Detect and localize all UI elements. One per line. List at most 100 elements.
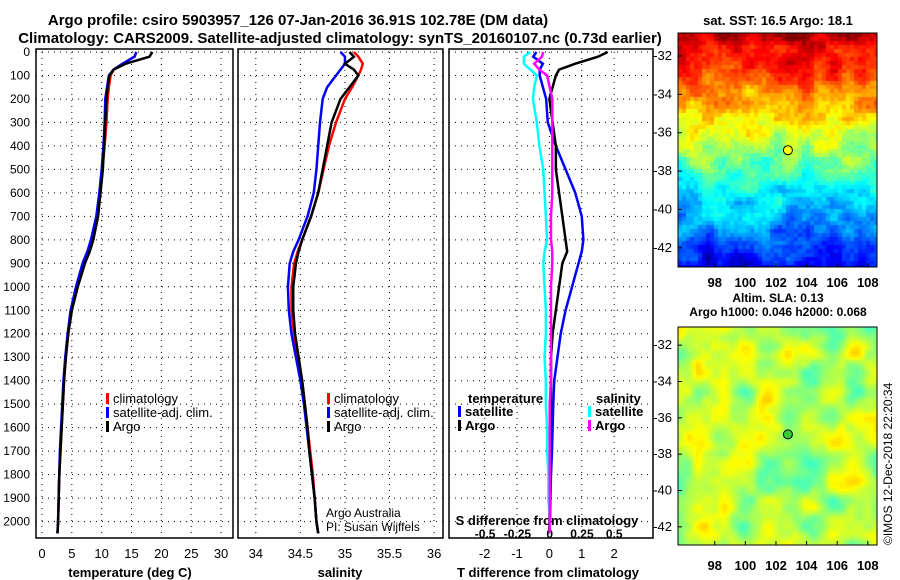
- map-x-tick-label: 98: [708, 275, 722, 290]
- y-tick-label: 900: [10, 256, 30, 270]
- x-tick-label: 0: [546, 546, 553, 561]
- map-frame: [677, 326, 878, 546]
- legend-label: Argo: [595, 418, 625, 433]
- y-tick-label: 1900: [3, 491, 30, 505]
- legend-label: satellite: [595, 404, 643, 419]
- legend-label: Argo: [334, 419, 361, 434]
- s-tick-label: -0.5: [475, 527, 496, 541]
- y-tick-label: 200: [10, 92, 30, 106]
- map-y-tick-label: -38: [653, 446, 672, 461]
- legend-label: Argo: [465, 418, 495, 433]
- y-tick-label: 1000: [3, 280, 30, 294]
- x-tick-label: 1: [578, 546, 585, 561]
- x-tick-label: 34: [249, 546, 263, 561]
- copyright-text: ©IMOS 12-Dec-2018 22:20:34: [881, 382, 895, 545]
- sla-map-subtitle: Argo h1000: 0.046 h2000: 0.068: [689, 305, 867, 319]
- legend-swatch: [106, 393, 109, 404]
- x-tick-label: 0: [38, 546, 45, 561]
- legend-temperature-title: temperature: [468, 391, 543, 406]
- x-tick-label: 30: [214, 546, 228, 561]
- map-y-tick-label: -42: [653, 240, 672, 255]
- panel-frame-0: [35, 48, 234, 539]
- panel-frame-1: [237, 48, 444, 539]
- map-y-tick-label: -36: [653, 410, 672, 425]
- series-line-t-argo: [548, 50, 609, 534]
- y-tick-label: 400: [10, 139, 30, 153]
- s-tick-label: 0.5: [606, 527, 623, 541]
- y-tick-label: 1800: [3, 468, 30, 482]
- map-y-tick-label: -32: [653, 337, 672, 352]
- y-tick-label: 600: [10, 186, 30, 200]
- legend-label: satellite-adj. clim.: [334, 405, 434, 420]
- y-tick-label: 1600: [3, 421, 30, 435]
- sla-map-title: Altim. SLA: 0.13: [732, 291, 824, 305]
- legend-swatch: [458, 406, 461, 417]
- x-tick-label: 35: [338, 546, 352, 561]
- map-x-tick-label: 104: [796, 275, 818, 290]
- credit-line-2: PI: Susan Wijffels: [326, 520, 420, 534]
- legend-swatch: [458, 420, 461, 431]
- legend-label: satellite-adj. clim.: [113, 405, 213, 420]
- sst-map-title: sat. SST: 16.5 Argo: 18.1: [703, 13, 853, 28]
- x-tick-label: -1: [511, 546, 523, 561]
- y-tick-label: 0: [23, 45, 30, 59]
- y-tick-label: 700: [10, 209, 30, 223]
- salinity-xlabel: salinity: [318, 565, 364, 580]
- series-line-climatology: [290, 51, 365, 534]
- map-x-tick-label: 98: [708, 558, 722, 573]
- series-line-argo: [292, 51, 360, 534]
- map-x-tick-label: 100: [735, 558, 757, 573]
- series-line-climatology: [56, 51, 138, 534]
- temperature-xlabel: temperature (deg C): [68, 565, 192, 580]
- y-tick-label: 1700: [3, 444, 30, 458]
- map-x-tick-label: 102: [765, 275, 787, 290]
- y-tick-label: 800: [10, 233, 30, 247]
- map-y-tick-label: -36: [653, 125, 672, 140]
- x-tick-label: 15: [124, 546, 138, 561]
- legend-label: climatology: [334, 391, 400, 406]
- map-x-tick-label: 106: [826, 558, 848, 573]
- x-tick-label: 25: [184, 546, 198, 561]
- y-tick-label: 100: [10, 68, 30, 82]
- y-tick-label: 1200: [3, 327, 30, 341]
- sst-map: [678, 33, 877, 267]
- legend-salinity-title: salinity: [596, 391, 642, 406]
- series-line-satellite-adj--clim-: [56, 51, 138, 534]
- map-y-tick-label: -40: [653, 201, 672, 216]
- series-line-t-satellite: [531, 51, 585, 534]
- argo-location-marker: [782, 145, 793, 156]
- legend-swatch: [106, 421, 109, 432]
- series-line-argo: [56, 51, 154, 534]
- legend-label: satellite: [465, 404, 513, 419]
- map-y-tick-label: -38: [653, 163, 672, 178]
- x-tick-label: -2: [479, 546, 491, 561]
- x-tick-label: 36: [427, 546, 441, 561]
- legend-swatch: [327, 407, 330, 418]
- panel-frame-2: [448, 48, 654, 539]
- title-line-2: Climatology: CARS2009. Satellite-adjuste…: [18, 30, 662, 47]
- sla-map: [678, 327, 877, 545]
- y-tick-label: 1100: [4, 303, 30, 317]
- legend-label: climatology: [113, 391, 179, 406]
- s-tick-label: -0.25: [504, 527, 532, 541]
- x-tick-label: 2: [611, 546, 618, 561]
- map-x-tick-label: 102: [765, 558, 787, 573]
- map-y-tick-label: -40: [653, 483, 672, 498]
- tdiff-xlabel: T difference from climatology: [457, 565, 640, 580]
- map-frame: [677, 32, 878, 268]
- map-x-tick-label: 108: [857, 275, 879, 290]
- sdiff-xlabel: S difference from climatology: [456, 513, 640, 528]
- y-tick-label: 1500: [3, 397, 30, 411]
- map-x-tick-label: 108: [857, 558, 879, 573]
- title-line-1: Argo profile: csiro 5903957_126 07-Jan-2…: [48, 12, 548, 29]
- map-y-tick-label: -34: [653, 86, 672, 101]
- s-tick-label: 0: [546, 527, 553, 541]
- y-tick-label: 300: [10, 115, 30, 129]
- map-x-tick-label: 106: [826, 275, 848, 290]
- map-y-tick-label: -32: [653, 48, 672, 63]
- series-line-s-argo: [532, 51, 554, 534]
- x-tick-label: 5: [68, 546, 75, 561]
- legend-label: Argo: [113, 419, 140, 434]
- map-x-tick-label: 100: [735, 275, 757, 290]
